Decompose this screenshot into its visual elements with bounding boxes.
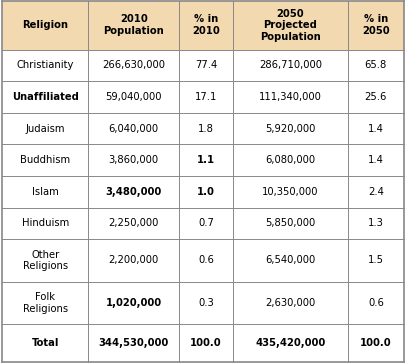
Text: 0.6: 0.6 — [198, 256, 213, 265]
Text: 344,530,000: 344,530,000 — [98, 338, 168, 348]
Text: Islam: Islam — [32, 187, 58, 197]
Text: 1.3: 1.3 — [367, 218, 383, 228]
Text: 77.4: 77.4 — [194, 61, 217, 70]
Text: 1.1: 1.1 — [196, 155, 215, 165]
Text: 435,420,000: 435,420,000 — [255, 338, 325, 348]
Text: 0.7: 0.7 — [198, 218, 213, 228]
Text: % in
2050: % in 2050 — [361, 15, 389, 36]
Text: 1.8: 1.8 — [198, 124, 213, 134]
Text: 6,540,000: 6,540,000 — [264, 256, 315, 265]
Text: % in
2010: % in 2010 — [192, 15, 220, 36]
Text: 2010
Population: 2010 Population — [103, 15, 164, 36]
Text: Religion: Religion — [22, 20, 68, 30]
Text: Hinduism: Hinduism — [21, 218, 69, 228]
Text: 5,850,000: 5,850,000 — [264, 218, 315, 228]
Text: 6,080,000: 6,080,000 — [265, 155, 315, 165]
Text: 100.0: 100.0 — [190, 338, 221, 348]
Text: 25.6: 25.6 — [364, 92, 386, 102]
Text: 0.6: 0.6 — [367, 298, 383, 308]
Text: Total: Total — [32, 338, 59, 348]
Text: Christianity: Christianity — [17, 61, 74, 70]
Text: 266,630,000: 266,630,000 — [102, 61, 165, 70]
Text: 1,020,000: 1,020,000 — [105, 298, 161, 308]
Text: 1.4: 1.4 — [367, 124, 383, 134]
Text: 1.0: 1.0 — [196, 187, 214, 197]
Text: 2.4: 2.4 — [367, 187, 383, 197]
Text: Buddhism: Buddhism — [20, 155, 70, 165]
Text: 1.5: 1.5 — [367, 256, 383, 265]
Text: 2,200,000: 2,200,000 — [108, 256, 158, 265]
Text: 1.4: 1.4 — [367, 155, 383, 165]
Text: 5,920,000: 5,920,000 — [264, 124, 315, 134]
Text: 3,860,000: 3,860,000 — [108, 155, 158, 165]
Text: 286,710,000: 286,710,000 — [258, 61, 321, 70]
Text: Folk
Religions: Folk Religions — [23, 292, 68, 314]
Text: 6,040,000: 6,040,000 — [108, 124, 158, 134]
Text: 0.3: 0.3 — [198, 298, 213, 308]
Text: 100.0: 100.0 — [359, 338, 391, 348]
Text: 2,250,000: 2,250,000 — [108, 218, 158, 228]
Text: 65.8: 65.8 — [364, 61, 386, 70]
Text: Judaism: Judaism — [26, 124, 65, 134]
Text: 2050
Projected
Population: 2050 Projected Population — [260, 9, 320, 42]
Text: 111,340,000: 111,340,000 — [258, 92, 321, 102]
Text: 2,630,000: 2,630,000 — [264, 298, 315, 308]
Text: 17.1: 17.1 — [194, 92, 217, 102]
Text: Other
Religions: Other Religions — [23, 250, 68, 271]
Text: 10,350,000: 10,350,000 — [262, 187, 318, 197]
Text: 3,480,000: 3,480,000 — [105, 187, 161, 197]
Text: Unaffiliated: Unaffiliated — [12, 92, 79, 102]
Text: 59,040,000: 59,040,000 — [105, 92, 162, 102]
